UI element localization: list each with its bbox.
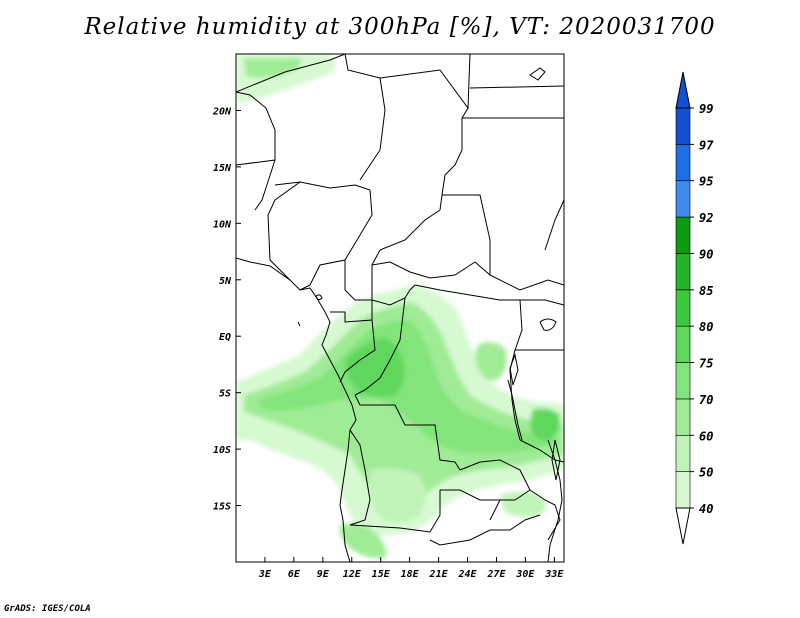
map-title: Relative humidity at 300hPa [%], VT: 202… xyxy=(84,14,716,40)
colorbar-label: 60 xyxy=(699,429,713,443)
lat-tick-label: 15S xyxy=(213,502,231,513)
colorbar-label: 75 xyxy=(699,357,713,371)
humidity-patch-east-core xyxy=(530,408,561,441)
humidity-patch-southwest xyxy=(339,523,387,559)
humidity-patch-southeast xyxy=(500,491,546,517)
colorbar-box xyxy=(675,180,691,218)
colorbar-label: 85 xyxy=(699,284,713,298)
colorbar-label: 99 xyxy=(699,102,713,116)
colorbar-box xyxy=(675,398,691,436)
colorbar-label: 90 xyxy=(699,247,713,261)
lon-tick-label: 6E xyxy=(288,569,301,580)
colorbar-label: 40 xyxy=(699,502,713,516)
lat-tick-label: 10S xyxy=(213,445,231,456)
lon-tick-label: 3E xyxy=(258,569,272,580)
colorbar-box xyxy=(675,325,691,363)
colorbar-label: 50 xyxy=(699,466,713,480)
lon-tick-label: 24E xyxy=(457,569,477,580)
colorbar-box xyxy=(675,107,691,145)
lon-tick-label: 21E xyxy=(429,569,449,580)
colorbar-label: 97 xyxy=(699,138,714,152)
lon-tick-label: 33E xyxy=(544,569,564,580)
humidity-patch-east xyxy=(475,342,507,381)
lon-tick-label: 27E xyxy=(486,569,506,580)
colorbar-box xyxy=(675,471,691,509)
map-frame xyxy=(235,53,565,563)
lat-tick-label: 20N xyxy=(212,106,232,117)
country-borders xyxy=(236,54,564,562)
colorbar-box xyxy=(675,216,691,254)
humidity-patch-south xyxy=(368,468,426,523)
humidity-patch-north-core xyxy=(244,58,301,78)
lon-tick-label: 9E xyxy=(317,569,330,580)
colorbar-upper-triangle xyxy=(675,71,691,109)
lat-tick-label: 15N xyxy=(213,163,232,174)
lon-tick-label: 12E xyxy=(343,569,362,580)
colorbar-box xyxy=(675,434,691,472)
lat-tick-label: 10N xyxy=(213,219,232,230)
colorbar: 40 50 60 70 75 80 85 90 92 95 97 99 xyxy=(675,71,714,545)
humidity-band-core xyxy=(256,319,560,454)
humidity-field xyxy=(236,54,564,559)
lat-tick-label: 5S xyxy=(219,389,231,400)
colorbar-label: 70 xyxy=(699,393,713,407)
colorbar-box xyxy=(675,144,691,182)
lat-tick-label: 5N xyxy=(219,276,232,287)
colorbar-label: 80 xyxy=(699,320,713,334)
colorbar-label: 95 xyxy=(699,175,713,189)
latitude-axis: 20N 15N 10N 5N EQ 5S 10S 15S xyxy=(212,106,241,513)
colorbar-lower-triangle xyxy=(675,507,691,545)
colorbar-label: 92 xyxy=(699,211,713,225)
lat-tick-label: EQ xyxy=(219,332,231,343)
colorbar-box xyxy=(675,362,691,400)
lon-tick-label: 30E xyxy=(515,569,535,580)
colorbar-box xyxy=(675,253,691,291)
longitude-axis: 3E 6E 9E 12E 15E 18E 21E 24E 27E 30E 33E xyxy=(258,557,564,580)
lon-tick-label: 15E xyxy=(372,569,391,580)
lon-tick-label: 18E xyxy=(401,569,420,580)
humidity-band-peak xyxy=(345,338,405,397)
colorbar-box xyxy=(675,289,691,327)
grads-credit: GrADS: IGES/COLA xyxy=(4,604,91,614)
